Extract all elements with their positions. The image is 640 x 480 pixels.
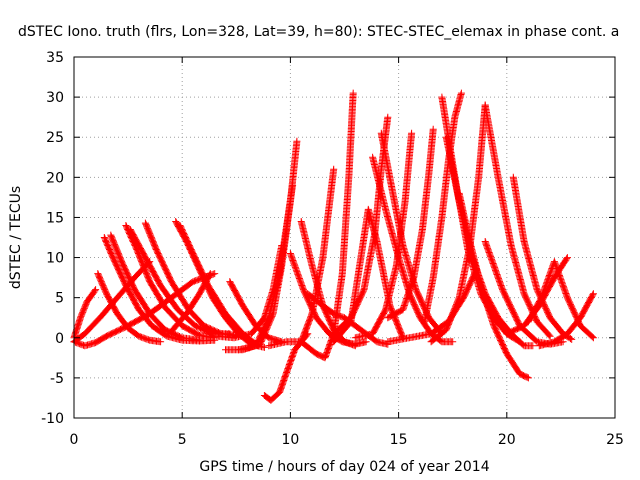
series-pass-17: [235, 181, 297, 354]
y-tick-label: 20: [46, 170, 64, 186]
x-tick-label: 0: [70, 432, 79, 448]
series-markers: [235, 181, 297, 354]
series-markers: [94, 270, 165, 346]
series-markers: [503, 254, 571, 338]
y-tick-label: 0: [55, 331, 64, 347]
axis-ticks: 0 5 10 15 20 25 -10 -5 0 5 10 15 20 25 30 35: [41, 50, 624, 448]
series-pass-40: [384, 266, 480, 346]
y-tick-label: 35: [46, 50, 64, 66]
y-tick-label: 10: [46, 251, 64, 267]
series-markers: [297, 218, 359, 350]
x-tick-label: 15: [390, 432, 408, 448]
series-pass-35: [509, 173, 576, 343]
series-pass-19: [297, 218, 359, 350]
series-pass-21: [297, 89, 357, 362]
x-tick-label: 20: [498, 432, 516, 448]
series-pass-11: [176, 222, 262, 350]
y-axis-label: dSTEC / TECUs: [8, 186, 24, 289]
series-markers: [351, 129, 416, 342]
series-pass-04: [94, 270, 165, 346]
series-pass-27: [351, 129, 416, 342]
y-tick-label: -5: [50, 371, 64, 387]
series-pass-38: [503, 254, 571, 338]
x-axis-label: GPS time / hours of day 024 of year 2014: [199, 459, 489, 475]
y-tick-label: 5: [55, 291, 64, 307]
series-markers: [297, 89, 357, 362]
series-markers: [455, 189, 532, 382]
y-tick-label: 30: [46, 90, 64, 106]
series-pass-33: [455, 189, 532, 382]
series-markers: [167, 270, 214, 335]
series-markers: [176, 222, 262, 350]
plot-frame: [73, 56, 616, 419]
y-tick-label: 25: [46, 130, 64, 146]
series-markers: [384, 125, 437, 322]
series-pass-20: [265, 165, 338, 350]
x-tick-label: 5: [178, 432, 187, 448]
series-markers: [509, 173, 576, 343]
series-markers: [122, 222, 219, 342]
series-markers: [384, 266, 480, 346]
series-pass-12: [167, 270, 214, 335]
series-pass-28: [384, 125, 437, 322]
series-pass-07: [122, 222, 219, 342]
data-marks: [70, 89, 597, 404]
x-tick-label: 10: [281, 432, 299, 448]
series-markers: [265, 165, 338, 350]
series-markers: [377, 129, 446, 338]
series-markers: [535, 290, 597, 350]
y-tick-label: -10: [41, 411, 64, 427]
series-pass-26: [377, 129, 446, 338]
series-pass-39: [535, 290, 597, 350]
y-tick-label: 15: [46, 210, 64, 226]
x-tick-label: 25: [606, 432, 624, 448]
chart-title: dSTEC Iono. truth (flrs, Lon=328, Lat=39…: [18, 24, 619, 40]
